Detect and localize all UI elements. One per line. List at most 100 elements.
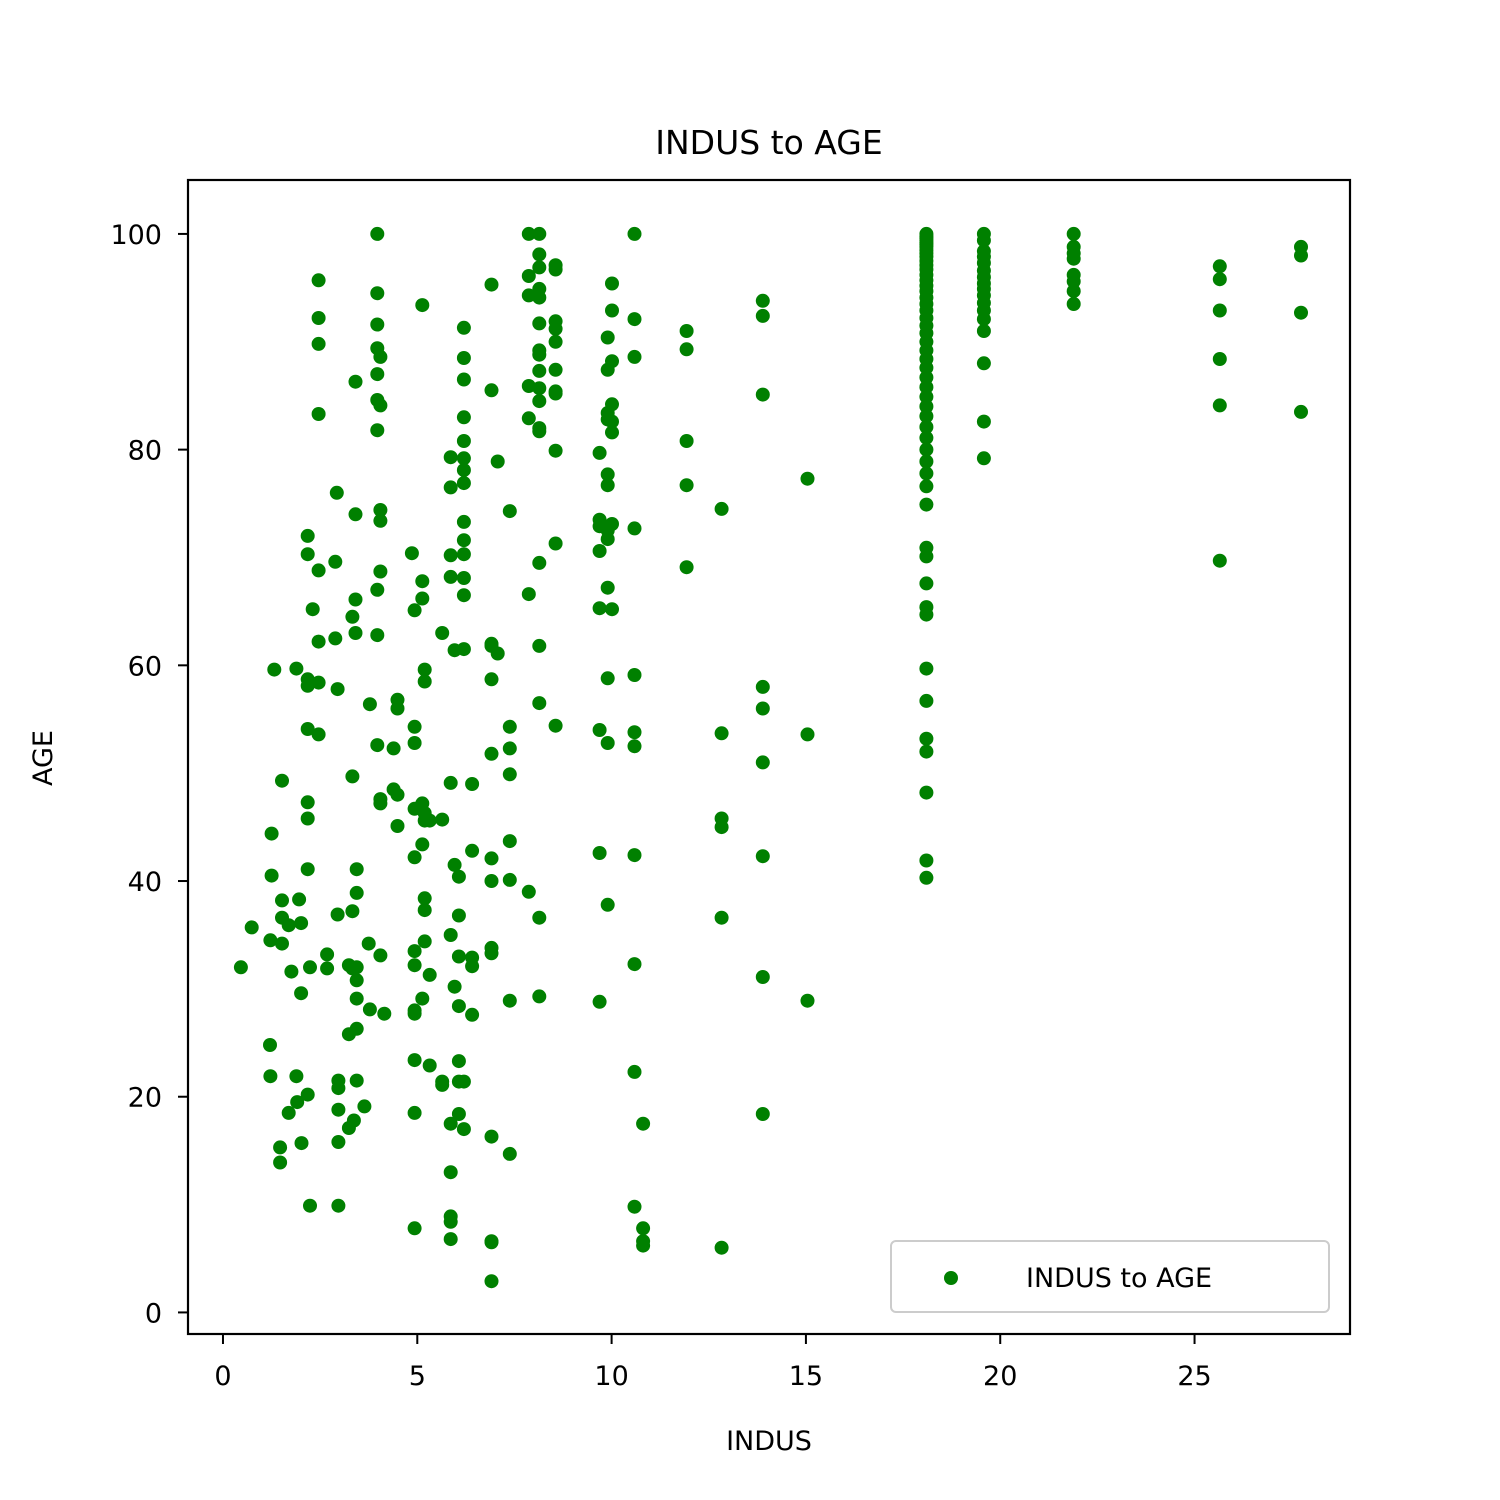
data-point: [1066, 284, 1081, 299]
data-point: [636, 1221, 651, 1236]
data-point: [919, 607, 934, 622]
data-point: [484, 746, 499, 761]
data-point: [484, 851, 499, 866]
data-point: [532, 290, 547, 305]
data-point: [390, 787, 405, 802]
data-point: [373, 503, 388, 517]
data-point: [532, 424, 547, 439]
data-point: [349, 862, 364, 877]
data-point: [919, 870, 934, 885]
data-point: [305, 602, 320, 617]
data-point: [320, 947, 335, 962]
data-point: [502, 719, 517, 734]
data-point: [1066, 226, 1081, 241]
legend: INDUS to AGE: [890, 1240, 1330, 1313]
data-point: [484, 383, 499, 398]
data-point: [521, 587, 536, 602]
data-point: [919, 853, 934, 868]
data-point: [627, 725, 642, 740]
data-point: [484, 672, 499, 687]
data-point: [627, 521, 642, 536]
data-point: [435, 626, 450, 640]
data-point: [451, 908, 466, 923]
data-point: [311, 675, 326, 690]
data-point: [422, 813, 437, 828]
data-point: [415, 837, 430, 852]
data-point: [714, 910, 729, 925]
data-point: [373, 564, 388, 579]
data-point: [548, 536, 563, 551]
data-point: [451, 1054, 466, 1069]
data-point: [443, 1232, 458, 1247]
y-tick-label: 60: [128, 651, 162, 682]
data-point: [294, 986, 309, 1001]
data-point: [456, 642, 471, 657]
data-point: [502, 741, 517, 756]
data-point: [465, 843, 480, 858]
data-point: [755, 308, 770, 323]
data-point: [362, 697, 377, 712]
data-point: [415, 591, 430, 606]
data-point: [484, 1129, 499, 1144]
data-point: [532, 394, 547, 409]
data-point: [451, 949, 466, 964]
data-point: [390, 701, 405, 716]
data-point: [328, 631, 343, 646]
data-point: [264, 868, 279, 883]
data-point: [349, 973, 364, 988]
data-point: [600, 330, 615, 345]
data-point: [919, 380, 934, 395]
data-point: [548, 443, 563, 458]
data-point: [600, 467, 615, 482]
data-point: [456, 547, 471, 562]
data-point: [289, 1069, 304, 1084]
data-point: [600, 736, 615, 750]
data-point: [627, 739, 642, 754]
points-layer: [233, 226, 1308, 1289]
data-point: [1212, 272, 1227, 287]
data-point: [976, 451, 991, 466]
data-point: [521, 288, 536, 303]
data-point: [456, 451, 471, 466]
data-point: [275, 893, 289, 908]
data-point: [755, 849, 770, 864]
data-point: [451, 999, 466, 1014]
data-point: [348, 507, 363, 522]
data-point: [919, 576, 934, 591]
data-point: [600, 580, 615, 595]
data-point: [349, 1073, 364, 1088]
x-axis-ticks: 0 5 10 15 20 25: [214, 1334, 1212, 1392]
data-point: [755, 387, 770, 402]
data-point: [345, 769, 360, 784]
data-point: [919, 399, 934, 414]
data-point: [370, 226, 385, 241]
legend-marker: [944, 1271, 958, 1285]
data-point: [443, 450, 458, 465]
data-point: [456, 1122, 471, 1137]
data-point: [331, 1102, 346, 1117]
data-point: [328, 554, 343, 569]
data-point: [331, 1198, 346, 1213]
data-point: [800, 727, 815, 742]
data-point: [443, 480, 458, 495]
data-point: [1066, 297, 1081, 311]
data-point: [919, 409, 934, 424]
data-point: [281, 1105, 296, 1120]
data-point: [800, 471, 815, 486]
data-point: [714, 501, 729, 516]
data-point: [755, 1107, 770, 1121]
data-point: [348, 592, 363, 607]
data-point: [521, 226, 536, 241]
data-point: [627, 848, 642, 863]
data-point: [373, 398, 388, 413]
data-point: [456, 372, 471, 387]
data-point: [1212, 259, 1227, 274]
data-point: [919, 785, 934, 800]
data-point: [263, 1038, 277, 1052]
data-point: [404, 546, 419, 561]
data-point: [300, 672, 315, 687]
data-point: [1294, 248, 1308, 263]
data-point: [386, 741, 401, 756]
data-point: [521, 884, 536, 899]
data-point: [1066, 274, 1081, 289]
